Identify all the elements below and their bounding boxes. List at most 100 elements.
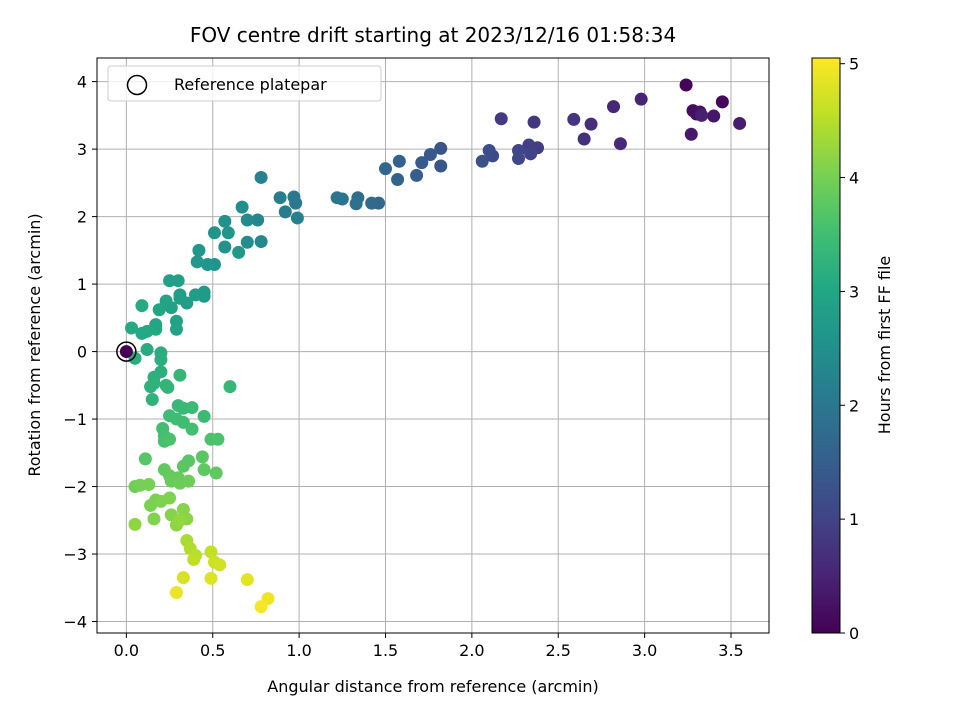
chart-title: FOV centre drift starting at 2023/12/16 … (190, 23, 676, 47)
y-tick-label: 1 (77, 275, 87, 294)
data-point (197, 409, 211, 423)
colorbar-tick-label: 2 (849, 396, 859, 415)
data-point (159, 378, 173, 392)
colorbar-tick-label: 5 (849, 55, 859, 74)
data-point (423, 148, 437, 162)
data-point (475, 154, 489, 168)
data-point (251, 213, 265, 227)
data-point (185, 401, 199, 415)
x-tick-label: 3.0 (632, 641, 657, 660)
grid (97, 58, 769, 633)
data-point (378, 162, 392, 176)
data-point (695, 108, 709, 122)
data-point (218, 214, 232, 228)
data-point (330, 191, 344, 205)
legend-marker-reference (126, 74, 148, 96)
data-point (209, 466, 223, 480)
data-point (188, 288, 202, 302)
data-point (607, 100, 621, 114)
data-point (185, 422, 199, 436)
data-point (192, 243, 206, 257)
y-tick-label: −4 (63, 613, 87, 632)
data-point (169, 586, 183, 600)
data-point (254, 170, 268, 184)
x-tick-label: 1.5 (373, 641, 398, 660)
data-point (707, 109, 721, 123)
x-tick-label: 3.5 (718, 641, 743, 660)
data-point (163, 491, 177, 505)
data-point (287, 190, 301, 204)
data-point (434, 159, 448, 173)
reference-point-fill (119, 345, 133, 359)
reference-point (116, 341, 137, 362)
x-tick-label: 0.0 (114, 641, 139, 660)
y-tick-label: −2 (63, 478, 87, 497)
data-point (128, 517, 142, 531)
y-axis-label: Rotation from reference (arcmin) (25, 213, 44, 476)
data-point (204, 545, 218, 559)
data-point (410, 168, 424, 182)
data-point (577, 132, 591, 146)
data-point (147, 376, 161, 390)
y-axis-ticks: −4 −3 −2 −1 0 1 2 3 4 (63, 73, 97, 632)
legend: Reference platepar (107, 65, 382, 102)
data-point (567, 112, 581, 126)
y-tick-label: 3 (77, 140, 87, 159)
colorbar-tick-label: 3 (849, 282, 859, 301)
data-point (190, 255, 204, 269)
legend-entry-reference: Reference platepar (174, 75, 327, 94)
colorbar-label: Hours from first FF file (875, 256, 894, 435)
colorbar-tick-label: 4 (849, 169, 859, 188)
data-point (163, 274, 177, 288)
data-point (195, 450, 209, 464)
data-point (634, 92, 648, 106)
data-point (482, 143, 496, 157)
colorbar (811, 57, 841, 634)
data-point (173, 288, 187, 302)
data-point (173, 368, 187, 382)
x-axis-label: Angular distance from reference (arcmin) (267, 677, 598, 696)
data-point (154, 353, 168, 367)
data-point (182, 474, 196, 488)
data-point (679, 78, 693, 92)
data-point (213, 558, 227, 572)
data-point (278, 205, 292, 219)
data-point (254, 235, 268, 249)
y-tick-label: 0 (77, 343, 87, 362)
data-point (365, 196, 379, 210)
data-point (187, 552, 201, 566)
data-point (235, 200, 249, 214)
data-point (144, 498, 158, 512)
data-point (221, 226, 235, 240)
x-tick-label: 1.0 (286, 641, 311, 660)
colorbar-tick-label: 1 (849, 510, 859, 529)
x-tick-label: 2.5 (546, 641, 571, 660)
data-point (273, 191, 287, 205)
data-point (169, 322, 183, 336)
data-point (142, 478, 156, 492)
data-point (207, 226, 221, 240)
data-point (147, 512, 161, 526)
data-points (125, 78, 747, 614)
data-point (218, 240, 232, 254)
data-point (197, 463, 211, 477)
y-tick-label: 4 (77, 73, 87, 92)
data-point (349, 197, 363, 211)
data-point (494, 112, 508, 126)
plot-frame (96, 57, 770, 634)
colorbar-tick-label: 0 (849, 624, 859, 643)
data-point (204, 571, 218, 585)
y-tick-label: −1 (63, 410, 87, 429)
data-point (163, 432, 177, 446)
data-point (512, 152, 526, 166)
data-point (434, 141, 448, 155)
data-point (240, 213, 254, 227)
data-point (392, 154, 406, 168)
data-point (176, 571, 190, 585)
data-point (524, 147, 538, 161)
data-point (135, 299, 149, 313)
data-point (125, 321, 139, 335)
reference-point-marker (116, 341, 137, 362)
data-point (176, 459, 190, 473)
data-point (527, 115, 541, 129)
